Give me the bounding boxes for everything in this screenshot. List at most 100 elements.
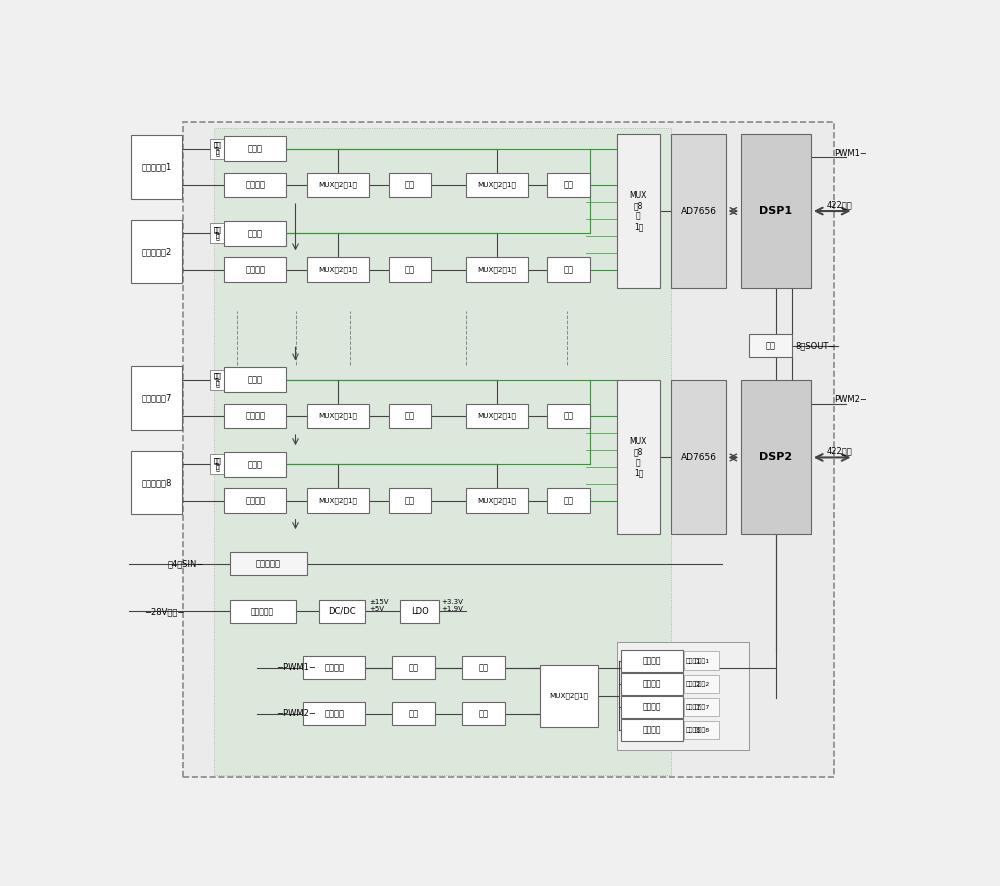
Text: 滤波: 滤波 <box>405 265 415 274</box>
FancyBboxPatch shape <box>684 674 719 693</box>
Text: 滤波: 滤波 <box>405 411 415 420</box>
Text: 跟随器: 跟随器 <box>248 375 263 385</box>
Text: MUX（2选1）: MUX（2选1） <box>478 182 516 188</box>
FancyBboxPatch shape <box>684 721 719 739</box>
FancyBboxPatch shape <box>400 600 439 623</box>
FancyBboxPatch shape <box>230 552 307 575</box>
FancyBboxPatch shape <box>466 488 528 513</box>
Text: MUX（2选1）: MUX（2选1） <box>549 693 588 699</box>
Text: 防反二极管: 防反二极管 <box>251 607 274 616</box>
Text: 正弦
滤: 正弦 滤 <box>214 142 222 156</box>
Text: 正弦滤8: 正弦滤8 <box>695 727 710 733</box>
Text: MUX
（8
选
1）: MUX （8 选 1） <box>630 191 647 231</box>
Text: MUX（2选1）: MUX（2选1） <box>319 413 358 419</box>
Text: −PWM2−: −PWM2− <box>276 710 316 719</box>
Text: DC/DC: DC/DC <box>328 607 356 616</box>
FancyBboxPatch shape <box>303 703 365 726</box>
FancyBboxPatch shape <box>388 257 431 282</box>
Text: 滤波: 滤波 <box>405 181 415 190</box>
Text: −28V电源−: −28V电源− <box>144 607 185 616</box>
FancyBboxPatch shape <box>388 488 431 513</box>
Text: 滤波: 滤波 <box>564 496 574 505</box>
FancyBboxPatch shape <box>547 488 590 513</box>
FancyBboxPatch shape <box>621 719 683 741</box>
Text: AD7656: AD7656 <box>680 453 716 462</box>
FancyBboxPatch shape <box>214 128 671 774</box>
FancyBboxPatch shape <box>392 703 435 726</box>
FancyBboxPatch shape <box>671 380 726 534</box>
FancyBboxPatch shape <box>684 697 719 716</box>
Text: 隔直: 隔直 <box>409 663 419 672</box>
FancyBboxPatch shape <box>307 257 369 282</box>
Text: 正弦
滤: 正弦 滤 <box>214 372 222 387</box>
Text: 接近传感器7: 接近传感器7 <box>141 393 172 402</box>
Text: 跟随器: 跟随器 <box>248 460 263 469</box>
Text: 正弦
滤: 正弦 滤 <box>214 457 222 471</box>
FancyBboxPatch shape <box>224 488 286 513</box>
FancyBboxPatch shape <box>131 220 182 284</box>
Text: 表决: 表决 <box>765 341 775 350</box>
Text: PWM2−: PWM2− <box>834 395 867 404</box>
Text: LDO: LDO <box>411 607 428 616</box>
Text: 正弦滤7: 正弦滤7 <box>695 704 710 710</box>
Text: 跟随: 跟随 <box>478 663 488 672</box>
FancyBboxPatch shape <box>621 650 683 672</box>
Text: 仪表放大: 仪表放大 <box>643 703 661 711</box>
Text: 三阶滤波: 三阶滤波 <box>324 710 344 719</box>
Text: 跟随: 跟随 <box>478 710 488 719</box>
FancyBboxPatch shape <box>224 257 286 282</box>
FancyBboxPatch shape <box>392 657 435 680</box>
Text: 正弦
滤: 正弦 滤 <box>214 228 220 239</box>
Text: 正弦滤8: 正弦滤8 <box>685 727 700 733</box>
Text: 422总线: 422总线 <box>826 200 852 209</box>
Text: 滤波: 滤波 <box>564 411 574 420</box>
FancyBboxPatch shape <box>224 368 286 392</box>
FancyBboxPatch shape <box>210 455 224 474</box>
Text: 跟随器: 跟随器 <box>248 229 263 237</box>
Text: 8路SOUT−: 8路SOUT− <box>795 341 836 350</box>
FancyBboxPatch shape <box>540 665 598 727</box>
FancyBboxPatch shape <box>224 136 286 161</box>
FancyBboxPatch shape <box>741 380 811 534</box>
FancyBboxPatch shape <box>131 450 182 515</box>
Text: 滤波: 滤波 <box>564 181 574 190</box>
FancyBboxPatch shape <box>466 257 528 282</box>
Text: 隔直: 隔直 <box>409 710 419 719</box>
Text: 滤波: 滤波 <box>564 265 574 274</box>
Text: 正弦滤1: 正弦滤1 <box>685 658 700 664</box>
FancyBboxPatch shape <box>617 134 660 288</box>
FancyBboxPatch shape <box>307 173 369 198</box>
Text: 接近传感器1: 接近传感器1 <box>141 162 172 171</box>
FancyBboxPatch shape <box>547 257 590 282</box>
Text: 仪表放大: 仪表放大 <box>643 680 661 688</box>
Text: 精密电阻: 精密电阻 <box>245 181 265 190</box>
Text: 正弦滤1: 正弦滤1 <box>695 658 710 664</box>
Text: 跟随器: 跟随器 <box>248 144 263 153</box>
Text: 滤波: 滤波 <box>405 496 415 505</box>
FancyBboxPatch shape <box>388 173 431 198</box>
FancyBboxPatch shape <box>224 403 286 428</box>
FancyBboxPatch shape <box>303 657 365 680</box>
FancyBboxPatch shape <box>621 696 683 718</box>
FancyBboxPatch shape <box>671 134 726 288</box>
Text: 正弦滤2: 正弦滤2 <box>685 681 701 687</box>
Text: DSP2: DSP2 <box>759 453 793 462</box>
Text: 正弦滤2: 正弦滤2 <box>695 681 710 687</box>
FancyBboxPatch shape <box>462 657 505 680</box>
Text: 正弦滤7: 正弦滤7 <box>685 704 701 710</box>
FancyBboxPatch shape <box>307 488 369 513</box>
FancyBboxPatch shape <box>131 366 182 430</box>
FancyBboxPatch shape <box>547 173 590 198</box>
FancyBboxPatch shape <box>466 403 528 428</box>
Text: MUX（2选1）: MUX（2选1） <box>319 267 358 273</box>
FancyBboxPatch shape <box>210 223 224 244</box>
FancyBboxPatch shape <box>210 139 224 159</box>
Text: 接近传感器8: 接近传感器8 <box>141 478 172 487</box>
FancyBboxPatch shape <box>621 673 683 695</box>
Text: 接近传感器2: 接近传感器2 <box>141 247 172 256</box>
FancyBboxPatch shape <box>749 334 792 357</box>
Text: PWM1−: PWM1− <box>834 149 867 158</box>
Text: MUX（2选1）: MUX（2选1） <box>478 413 516 419</box>
Text: 精密电阻: 精密电阻 <box>245 496 265 505</box>
Text: 正弦
滤: 正弦 滤 <box>214 226 222 240</box>
